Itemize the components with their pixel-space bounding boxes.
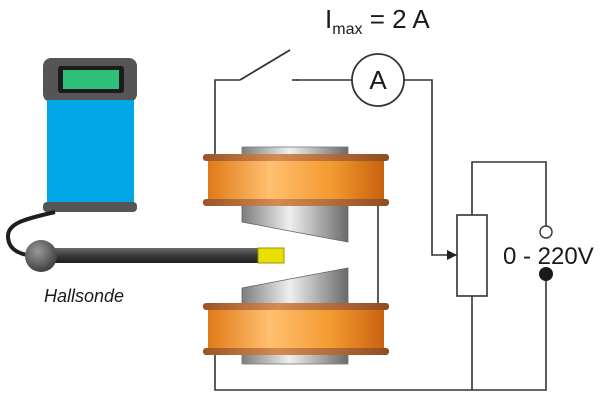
terminal-filled-icon [539, 267, 553, 281]
circuit-wires [214, 79, 547, 391]
upper-coil [203, 154, 389, 206]
lower-coil [203, 303, 389, 355]
current-subscript: max [332, 21, 362, 38]
meter-body [47, 100, 134, 205]
terminal-open-icon [539, 225, 553, 239]
ammeter-letter: A [369, 65, 387, 95]
electromagnet [203, 146, 389, 365]
upper-pole-piece [241, 201, 349, 243]
hall-meter [43, 58, 137, 212]
rheostat [447, 214, 488, 297]
probe-tip [257, 247, 285, 264]
rheostat-wiper-arrow-icon [447, 250, 457, 260]
meter-display [63, 70, 119, 89]
probe-handle [25, 240, 57, 272]
probe-label: Hallsonde [44, 286, 124, 306]
wire-rheostat-top [471, 161, 547, 226]
wire-coil-to-switch [214, 79, 240, 155]
probe-rod [44, 248, 260, 263]
ammeter: A [351, 53, 405, 107]
voltage-label: 0 - 220V [503, 243, 594, 270]
voltage-source: 0 - 220V [503, 225, 594, 281]
switch [239, 49, 298, 81]
current-value: = 2 A [362, 4, 430, 34]
lower-pole-piece [241, 267, 349, 309]
current-symbol: I [325, 4, 332, 34]
wire-ammeter-to-rheostat [404, 79, 457, 256]
wire-bottom-return [214, 278, 547, 391]
current-label: Imax = 2 A [325, 4, 430, 38]
